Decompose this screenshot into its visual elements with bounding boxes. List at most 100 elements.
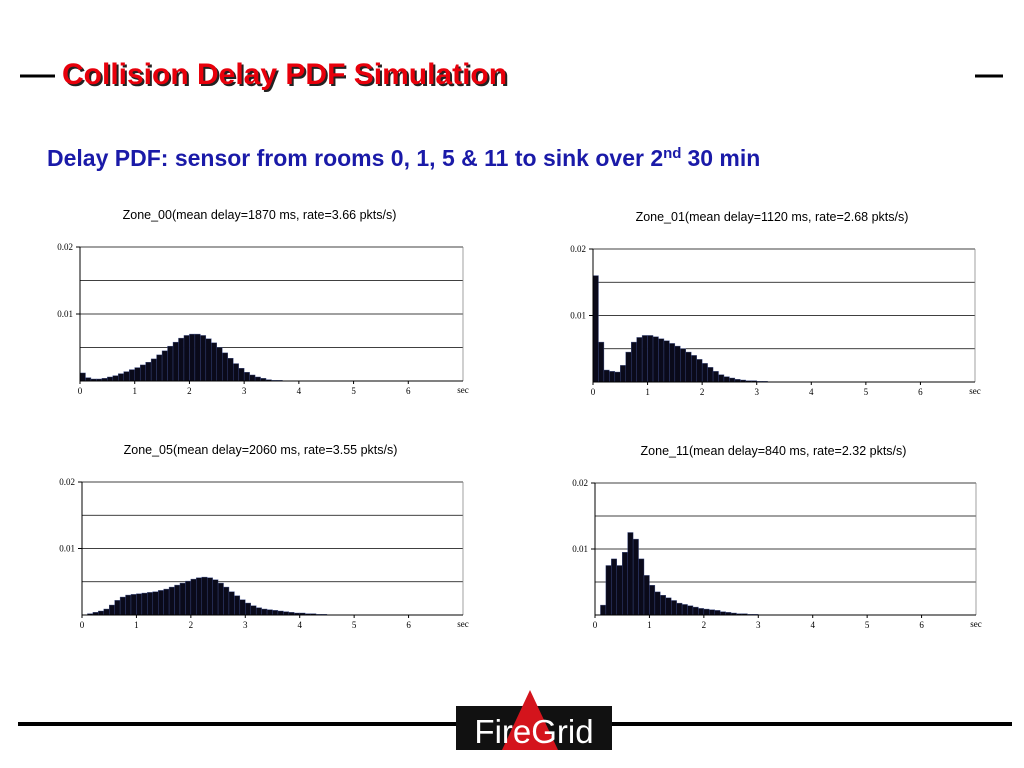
histogram-bar (129, 369, 135, 382)
logo-text: FireGrid (474, 713, 593, 750)
histogram-bar (625, 351, 632, 383)
x-tick-label: 3 (756, 620, 761, 630)
histogram-bar (250, 605, 257, 616)
histogram-bar (196, 577, 202, 616)
histogram-bar (222, 352, 228, 382)
histogram-bar (194, 333, 201, 382)
histogram-bar (701, 363, 708, 383)
histogram-bar (649, 585, 656, 616)
chart: Zone_11(mean delay=840 ms, rate=2.32 pkt… (572, 444, 982, 630)
histogram-bar (632, 538, 639, 616)
histogram-bar (696, 359, 703, 383)
histogram-bar (134, 367, 141, 382)
x-tick-label: 1 (134, 620, 139, 630)
x-tick-label: 2 (187, 386, 192, 396)
histogram-bar (658, 338, 665, 383)
histogram-bar (212, 579, 219, 616)
histogram-bar (718, 374, 725, 383)
x-tick-label: 5 (865, 620, 870, 630)
x-tick-label: 0 (80, 620, 85, 630)
x-tick-label: 4 (297, 620, 302, 630)
histogram-bar (156, 354, 163, 382)
histogram-bar (145, 362, 152, 382)
histogram-bar (206, 577, 213, 616)
histogram-bar (85, 377, 92, 382)
x-tick-label: 5 (352, 620, 357, 630)
histogram-bar (272, 610, 279, 616)
histogram-bar (185, 580, 192, 616)
subtitle-sup: nd (663, 145, 681, 162)
histogram-bar (141, 592, 148, 616)
subtitle: Delay PDF: sensor from rooms 0, 1, 5 & 1… (47, 145, 760, 171)
histogram-bar (227, 358, 234, 382)
histogram-bar (647, 335, 654, 383)
histogram-bar (277, 610, 284, 616)
histogram-bar (152, 591, 159, 616)
chart: Zone_01(mean delay=1120 ms, rate=2.68 pk… (570, 210, 981, 397)
histogram-bar (245, 602, 251, 616)
x-tick-label: 5 (351, 386, 356, 396)
histogram-bar (654, 591, 661, 616)
histogram-bar (676, 602, 683, 616)
histogram-bar (723, 376, 730, 383)
chart-title: Zone_00(mean delay=1870 ms, rate=3.66 pk… (123, 208, 397, 222)
histogram-bar (238, 368, 245, 382)
histogram-bar (620, 365, 626, 383)
histogram-bar (161, 350, 168, 382)
y-tick-label: 0.01 (572, 544, 588, 554)
histogram-bar (243, 372, 250, 382)
histogram-bar (179, 582, 186, 616)
histogram-bar (598, 341, 605, 383)
histogram-bar (709, 609, 715, 616)
y-tick-label: 0.01 (59, 544, 75, 554)
histogram-bar (174, 584, 181, 616)
histogram-bar (691, 355, 697, 383)
x-tick-label: 0 (78, 386, 83, 396)
histogram-bar (249, 374, 256, 382)
histogram-bar (603, 369, 610, 383)
histogram-bar (712, 371, 719, 383)
title-shadow: Collision Delay PDF Simulation (64, 60, 509, 93)
histogram-bar (147, 592, 153, 616)
histogram-bar (189, 333, 196, 382)
histogram-bar (201, 576, 208, 616)
histogram-bar (636, 337, 643, 383)
x-axis-label: sec (457, 619, 469, 629)
subtitle-text: Delay PDF: sensor from rooms 0, 1, 5 & 1… (47, 145, 663, 171)
histogram-bar (663, 340, 670, 383)
x-tick-label: 6 (406, 620, 411, 630)
x-tick-label: 4 (297, 386, 302, 396)
histogram-bar (592, 275, 599, 383)
x-tick-label: 1 (132, 386, 137, 396)
histogram-bar (157, 590, 164, 616)
slide-title: Collision Delay PDF Simulation (62, 58, 507, 91)
histogram-bar (627, 532, 634, 616)
histogram-bar (130, 594, 137, 616)
histogram-bar (729, 377, 736, 383)
x-tick-label: 3 (243, 620, 248, 630)
histogram-bar (614, 371, 621, 383)
histogram-bar (674, 345, 681, 383)
histogram-bar (183, 335, 190, 382)
histogram-bar (178, 337, 185, 382)
histogram-bar (205, 338, 212, 382)
histogram-bar (228, 591, 235, 616)
histogram-bar (631, 341, 637, 383)
histogram-bar (687, 605, 694, 616)
histogram-bar (643, 575, 650, 616)
histogram-bar (107, 376, 114, 382)
histogram-bar (261, 608, 268, 616)
x-tick-label: 6 (919, 620, 924, 630)
histogram-bar (119, 596, 126, 616)
histogram-bar (123, 371, 130, 382)
histogram-bar (239, 599, 246, 616)
histogram-bar (163, 588, 170, 616)
x-tick-label: 0 (593, 620, 598, 630)
x-tick-label: 6 (406, 386, 411, 396)
histogram-bar (150, 358, 157, 382)
chart-title: Zone_11(mean delay=840 ms, rate=2.32 pkt… (641, 444, 907, 458)
histogram-bar (118, 373, 124, 382)
histogram-bar (103, 608, 110, 616)
x-tick-label: 0 (591, 387, 596, 397)
